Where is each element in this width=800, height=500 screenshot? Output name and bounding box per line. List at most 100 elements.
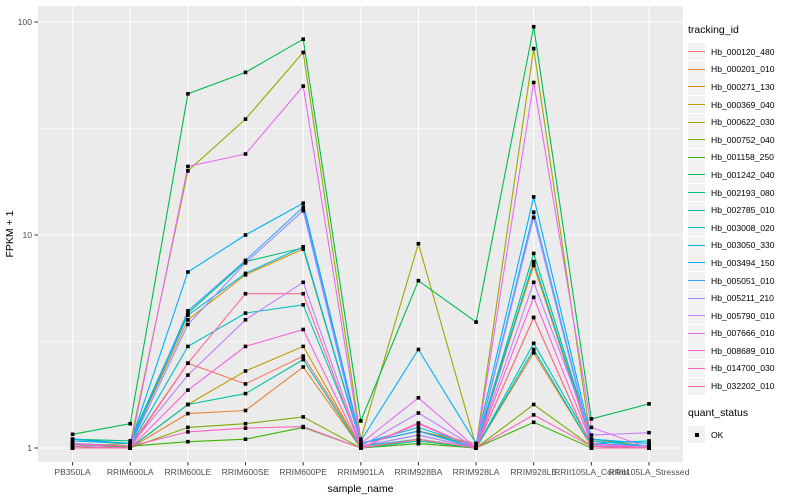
data-point bbox=[531, 259, 536, 264]
data-point bbox=[301, 415, 305, 419]
quant-legend-items: OK bbox=[688, 426, 800, 444]
data-point bbox=[416, 425, 421, 430]
data-point bbox=[301, 424, 305, 429]
data-point bbox=[186, 270, 190, 274]
data-point bbox=[647, 441, 651, 446]
data-point bbox=[186, 164, 190, 169]
data-point bbox=[301, 291, 305, 296]
data-point bbox=[416, 278, 421, 283]
data-point bbox=[416, 429, 421, 433]
y-tick-label: 100 bbox=[18, 17, 33, 27]
legend-item-label: Hb_005790_010 bbox=[711, 310, 775, 321]
legend-item-Hb_000271_130: Hb_000271_130 bbox=[688, 78, 800, 96]
y-tick-label: 1 bbox=[27, 443, 32, 453]
x-tick-label: RRIM928LE bbox=[510, 467, 557, 477]
legend-item-Hb_005051_010: Hb_005051_010 bbox=[688, 272, 800, 290]
data-point bbox=[186, 361, 190, 365]
legend-key-line bbox=[688, 315, 705, 317]
legend-item-label: Hb_000369_040 bbox=[711, 99, 775, 110]
legend-item-label: Hb_008689_010 bbox=[711, 345, 775, 356]
data-point bbox=[243, 408, 248, 413]
legend-key-line bbox=[688, 104, 705, 106]
legend-item-Hb_001158_250: Hb_001158_250 bbox=[688, 148, 800, 167]
x-tick-label: RRII105LA_Control bbox=[554, 467, 629, 477]
data-point bbox=[589, 446, 594, 450]
data-point bbox=[186, 344, 190, 349]
legend-panel: tracking_id Hb_000120_480 Hb_000201_010 Hb… bbox=[688, 24, 800, 444]
legend-item-Hb_000369_040: Hb_000369_040 bbox=[688, 96, 800, 114]
data-point bbox=[301, 205, 305, 209]
legend-key-line bbox=[688, 139, 705, 141]
legend-key-line bbox=[688, 192, 705, 194]
data-point bbox=[186, 388, 190, 392]
data-point bbox=[647, 446, 651, 450]
data-point bbox=[531, 263, 536, 268]
legend-key-box bbox=[688, 96, 705, 114]
x-tick-label: RRIM600LA bbox=[107, 467, 154, 477]
data-point bbox=[186, 425, 190, 430]
data-point bbox=[243, 391, 248, 396]
x-tick-label: RRIM928BA bbox=[395, 467, 443, 477]
data-point bbox=[531, 351, 536, 355]
legend-key-line bbox=[688, 68, 705, 70]
legend-key-box bbox=[688, 254, 705, 272]
data-point bbox=[186, 373, 190, 377]
data-point bbox=[128, 446, 132, 450]
data-point bbox=[186, 92, 190, 96]
data-point bbox=[531, 295, 536, 300]
data-point bbox=[186, 169, 190, 173]
legend-key-line bbox=[688, 297, 705, 299]
legend-title-quant-status: quant_status bbox=[688, 406, 749, 419]
legend-item-Hb_007666_010: Hb_007666_010 bbox=[688, 324, 800, 343]
data-point bbox=[647, 402, 651, 406]
data-point bbox=[531, 280, 536, 285]
quant-status-section: quant_status OK bbox=[688, 407, 800, 444]
legend-item-label: Hb_014700_030 bbox=[711, 363, 775, 374]
data-point bbox=[301, 208, 305, 213]
legend-item-label: Hb_000120_480 bbox=[711, 46, 775, 57]
x-tick-label: RRIM928LA bbox=[453, 467, 500, 477]
data-point bbox=[301, 37, 305, 41]
legend-key-box bbox=[688, 289, 705, 307]
legend-key-box bbox=[688, 43, 705, 61]
legend-key-box bbox=[688, 148, 705, 166]
data-point bbox=[186, 430, 190, 434]
legend-item-label: Hb_001158_250 bbox=[711, 152, 774, 163]
legend-item-Hb_000201_010: Hb_000201_010 bbox=[688, 60, 800, 79]
legend-key-line bbox=[688, 262, 705, 264]
data-point bbox=[301, 303, 305, 307]
data-point bbox=[301, 84, 305, 88]
data-point bbox=[359, 441, 363, 446]
legend-key-box bbox=[688, 324, 705, 342]
legend-key-line bbox=[688, 174, 705, 176]
legend-key-box bbox=[688, 236, 705, 254]
legend-key-line bbox=[688, 280, 705, 282]
legend-item-quant-OK: OK bbox=[688, 426, 800, 444]
legend-item-Hb_005790_010: Hb_005790_010 bbox=[688, 307, 800, 325]
legend-item-label: Hb_005051_010 bbox=[711, 275, 775, 286]
data-point bbox=[186, 411, 190, 416]
data-point bbox=[416, 241, 421, 246]
legend-key-point bbox=[694, 432, 699, 437]
data-point bbox=[531, 413, 536, 417]
legend-item-label: Hb_003494_150 bbox=[711, 257, 775, 268]
legend-item-Hb_000622_030: Hb_000622_030 bbox=[688, 113, 800, 131]
data-point bbox=[531, 251, 536, 256]
x-tick-label: RRIM600SE bbox=[222, 467, 270, 477]
data-point bbox=[128, 439, 132, 443]
legend-item-label: Hb_003008_020 bbox=[711, 222, 775, 233]
legend-item-label: Hb_007666_010 bbox=[711, 328, 775, 339]
legend-item-Hb_008689_010: Hb_008689_010 bbox=[688, 342, 800, 360]
legend-item-Hb_005211_210: Hb_005211_210 bbox=[688, 289, 800, 307]
data-point bbox=[589, 441, 594, 446]
data-point bbox=[474, 441, 478, 446]
legend-item-label: Hb_003050_330 bbox=[711, 240, 775, 251]
legend-key-box bbox=[688, 166, 705, 184]
legend-item-label: Hb_000201_010 bbox=[711, 64, 775, 75]
data-point bbox=[531, 347, 536, 352]
data-point bbox=[589, 417, 594, 421]
data-point bbox=[301, 365, 305, 369]
data-point bbox=[531, 402, 536, 407]
data-point bbox=[416, 437, 421, 441]
